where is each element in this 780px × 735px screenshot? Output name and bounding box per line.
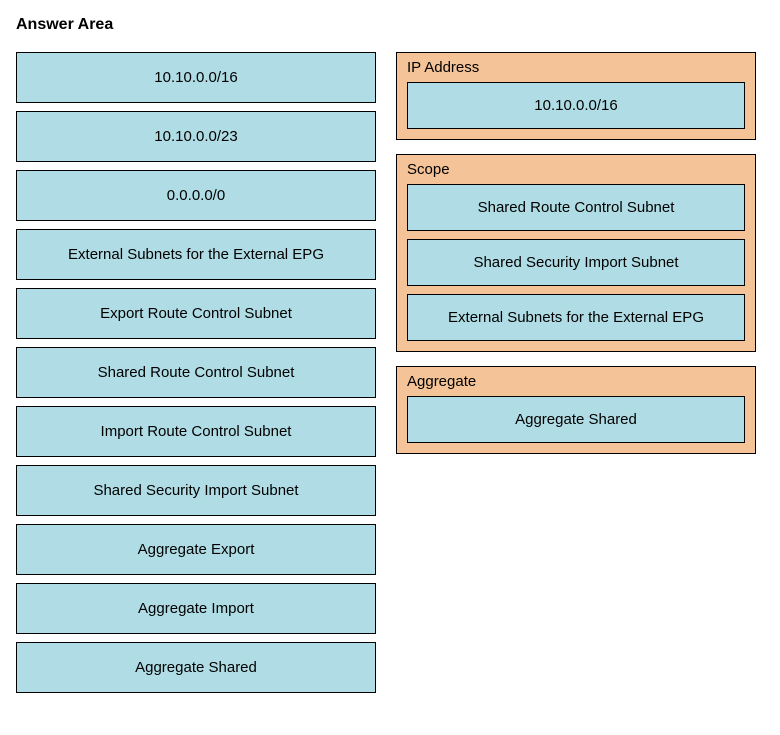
source-item[interactable]: 10.10.0.0/23: [16, 111, 376, 162]
source-item[interactable]: External Subnets for the External EPG: [16, 229, 376, 280]
drop-zone-label: Aggregate: [407, 373, 745, 390]
dropped-item[interactable]: External Subnets for the External EPG: [407, 294, 745, 341]
source-item[interactable]: Shared Security Import Subnet: [16, 465, 376, 516]
source-item[interactable]: Aggregate Export: [16, 524, 376, 575]
dropped-item[interactable]: 10.10.0.0/16: [407, 82, 745, 129]
drop-zone-label: IP Address: [407, 59, 745, 76]
drop-zone-label: Scope: [407, 161, 745, 178]
source-column: 10.10.0.0/16 10.10.0.0/23 0.0.0.0/0 Externa…: [16, 52, 376, 693]
drop-zone[interactable]: IP Address 10.10.0.0/16: [396, 52, 756, 140]
target-column: IP Address 10.10.0.0/16 Scope Shared Route …: [396, 52, 756, 693]
source-item[interactable]: 0.0.0.0/0: [16, 170, 376, 221]
page-title: Answer Area: [16, 16, 764, 34]
drop-items-container: Aggregate Shared: [407, 396, 745, 443]
dropped-item[interactable]: Shared Security Import Subnet: [407, 239, 745, 286]
source-item[interactable]: Import Route Control Subnet: [16, 406, 376, 457]
drop-items-container: 10.10.0.0/16: [407, 82, 745, 129]
source-item[interactable]: Aggregate Shared: [16, 642, 376, 693]
drop-items-container: Shared Route Control Subnet Shared Securi…: [407, 184, 745, 341]
source-item[interactable]: Export Route Control Subnet: [16, 288, 376, 339]
answer-area-container: 10.10.0.0/16 10.10.0.0/23 0.0.0.0/0 Externa…: [16, 52, 764, 693]
drop-zone[interactable]: Scope Shared Route Control Subnet Shared S…: [396, 154, 756, 352]
dropped-item[interactable]: Aggregate Shared: [407, 396, 745, 443]
source-item[interactable]: Shared Route Control Subnet: [16, 347, 376, 398]
source-item[interactable]: 10.10.0.0/16: [16, 52, 376, 103]
source-item[interactable]: Aggregate Import: [16, 583, 376, 634]
drop-zone[interactable]: Aggregate Aggregate Shared: [396, 366, 756, 454]
dropped-item[interactable]: Shared Route Control Subnet: [407, 184, 745, 231]
